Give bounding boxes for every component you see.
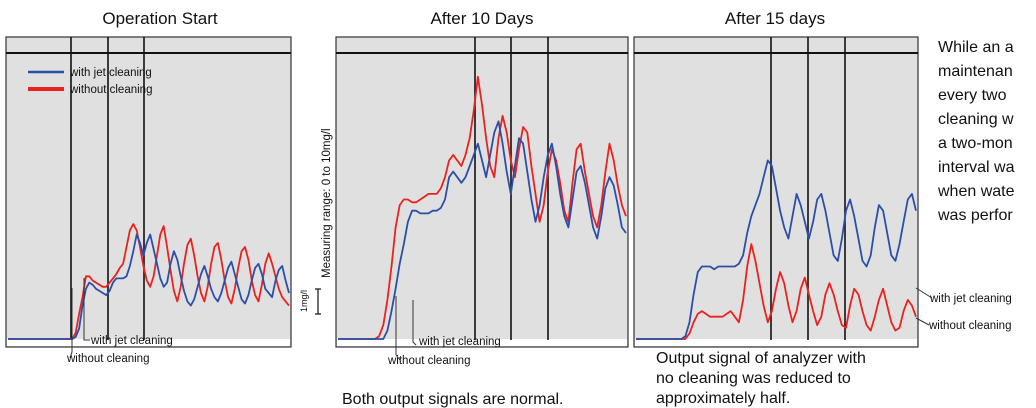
y-axis-label: Measuring range: 0 to 10mg/l (321, 128, 333, 278)
panel-title: Operation Start (102, 9, 218, 28)
annotation-leader (83, 278, 90, 341)
scale-label: 1mg/l (299, 290, 309, 312)
right-note: While an a maintenan every two cleaning … (937, 39, 1019, 224)
note-reduced: Output signal of analyzer with no cleani… (656, 350, 870, 407)
right-note-line: maintenan (938, 63, 1013, 80)
annotation-without: without cleaning (66, 353, 149, 365)
annotation-with-jet: with jet cleaning (90, 335, 173, 347)
scale-bar: 1mg/l (299, 288, 321, 315)
panel-title: After 15 days (725, 9, 825, 28)
legend-label: with jet cleaning (69, 67, 152, 79)
annotation-with-jet: with jet cleaning (929, 293, 1012, 305)
baseline-strip (7, 339, 290, 346)
series-line (8, 233, 290, 340)
annotation-leader (915, 287, 933, 299)
panel-after-15-days: After 15 days with jet cleaning without … (633, 9, 1012, 407)
annotation-without: without cleaning (928, 320, 1011, 332)
right-note-line: was perfor (937, 207, 1013, 224)
series-group (338, 75, 627, 340)
annotation-leader (395, 296, 401, 361)
right-note-line: when wate (937, 183, 1015, 200)
plot-background (335, 36, 629, 348)
right-note-line: every two (938, 87, 1007, 104)
right-note-line: While an a (938, 39, 1014, 56)
note-line: approximately half. (656, 390, 790, 407)
annotation-with-jet: with jet cleaning (418, 336, 501, 348)
baseline-strip (337, 339, 627, 346)
note-line: no cleaning was reduced to (656, 370, 851, 387)
note-line: Output signal of analyzer with (656, 350, 866, 367)
note-both-normal: Both output signals are normal. (342, 391, 563, 408)
panel-after-10-days: After 10 Days with jet cleaning without … (335, 9, 629, 408)
annotation-leader (412, 300, 417, 346)
series-group (8, 223, 290, 340)
panel-operation-start: Operation Start with jet cleaning withou… (5, 9, 292, 365)
legend: with jet cleaning without cleaning (28, 67, 152, 96)
annotation-leader (69, 288, 73, 359)
annotation-leader (915, 317, 930, 326)
series-line (338, 75, 627, 340)
series-line (338, 120, 627, 340)
right-note-line: interval wa (938, 159, 1015, 176)
legend-label: without cleaning (69, 84, 152, 96)
series-group (636, 159, 917, 340)
baseline-strip (635, 339, 917, 346)
right-note-line: a two-mon (938, 135, 1013, 152)
panel-title: After 10 Days (431, 9, 534, 28)
right-note-line: cleaning w (938, 111, 1014, 128)
series-line (636, 159, 917, 340)
annotation-without: without cleaning (387, 355, 470, 367)
